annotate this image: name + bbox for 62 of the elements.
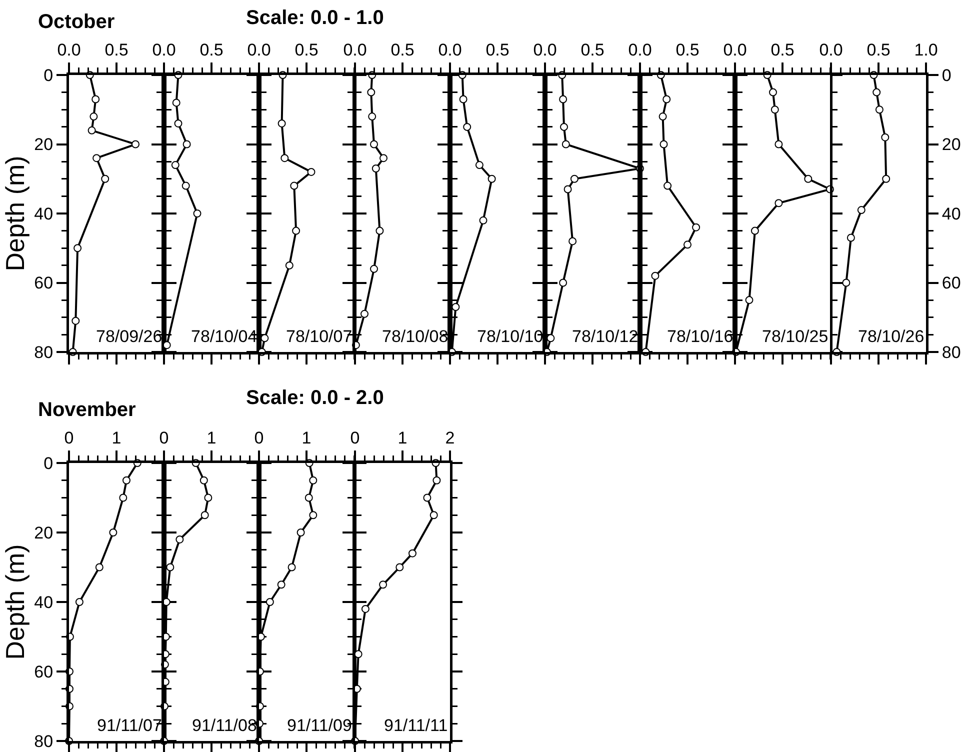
x-tick-label: 0 bbox=[64, 428, 74, 448]
annotation: 91/11/07 bbox=[97, 716, 162, 735]
x-tick-label: 0 bbox=[159, 428, 169, 448]
annotation: 78/10/25 bbox=[762, 327, 828, 346]
y-tick-label: 60 bbox=[34, 662, 54, 682]
y-tick-label: 20 bbox=[34, 523, 54, 542]
annotation: 78/10/04 bbox=[191, 327, 258, 346]
annotation: 91/11/09 bbox=[287, 716, 352, 735]
y2-tick-label: 40 bbox=[942, 204, 961, 224]
x-tick-label: 0.5 bbox=[770, 40, 794, 60]
y-tick-label: 0 bbox=[44, 454, 54, 473]
annotation: 78/10/07 bbox=[286, 327, 352, 346]
x-tick-label: 0.0 bbox=[247, 40, 271, 60]
x-tick-label: 0 bbox=[350, 428, 360, 448]
x-tick-label: 2 bbox=[445, 428, 455, 448]
x-tick-label: 1 bbox=[398, 428, 408, 448]
x-tick-label: 0.0 bbox=[723, 40, 747, 60]
y-tick-label: 40 bbox=[34, 204, 54, 224]
chart-title: October bbox=[38, 11, 115, 33]
chart-title: Scale: 0.0 - 1.0 bbox=[246, 7, 384, 29]
annotation: 78/10/26 bbox=[858, 327, 924, 346]
x-tick-label: 0.5 bbox=[200, 40, 224, 60]
y2-tick-label: 80 bbox=[942, 342, 961, 362]
annotation: 78/09/26 bbox=[96, 327, 162, 346]
x-tick-label: 0.0 bbox=[152, 40, 176, 60]
x-tick-label: 0 bbox=[254, 428, 264, 448]
y-tick-label: 40 bbox=[34, 592, 54, 612]
chart-title: November bbox=[38, 399, 136, 421]
x-tick-label: 0.0 bbox=[438, 40, 462, 60]
y-tick-label: 60 bbox=[34, 274, 54, 293]
x-tick-label: 1 bbox=[112, 428, 122, 448]
x-tick-label: 0.0 bbox=[628, 40, 652, 60]
y2-tick-label: 20 bbox=[942, 135, 961, 154]
x-tick-label: 0.0 bbox=[819, 40, 843, 60]
annotation: 78/10/12 bbox=[572, 327, 638, 346]
x-tick-label: 0.5 bbox=[486, 40, 510, 60]
x-tick-label: 0.5 bbox=[580, 40, 604, 60]
annotation: 78/10/10 bbox=[477, 327, 544, 346]
x-tick-label: 0.5 bbox=[866, 40, 890, 60]
x-tick-label: 0.0 bbox=[533, 40, 557, 60]
x-tick-label: 0.0 bbox=[57, 40, 81, 60]
x-tick-label: 0.5 bbox=[104, 40, 128, 60]
annotation: 78/10/08 bbox=[382, 327, 448, 346]
x-tick-label: 1.0 bbox=[914, 40, 938, 60]
annotation: 91/11/08 bbox=[192, 716, 257, 735]
y-tick-label: 20 bbox=[34, 135, 54, 154]
y-tick-label: 80 bbox=[34, 342, 54, 362]
annotation: 78/10/16 bbox=[667, 327, 734, 346]
x-tick-label: 0.5 bbox=[676, 40, 700, 60]
y-tick-label: 0 bbox=[44, 66, 54, 85]
x-tick-label: 1 bbox=[206, 428, 216, 448]
y-axis-title: Depth (m) bbox=[0, 156, 30, 272]
y-axis-title: Depth (m) bbox=[0, 544, 30, 660]
x-tick-label: 1 bbox=[302, 428, 312, 448]
chart-title: Scale: 0.0 - 2.0 bbox=[246, 387, 384, 409]
y2-tick-label: 0 bbox=[942, 66, 952, 85]
y-tick-label: 80 bbox=[34, 732, 54, 751]
annotation: 91/11/11 bbox=[384, 716, 448, 735]
y2-tick-label: 60 bbox=[942, 274, 961, 293]
x-tick-label: 0.5 bbox=[390, 40, 414, 60]
x-tick-label: 0.5 bbox=[294, 40, 318, 60]
x-tick-label: 0.0 bbox=[343, 40, 367, 60]
